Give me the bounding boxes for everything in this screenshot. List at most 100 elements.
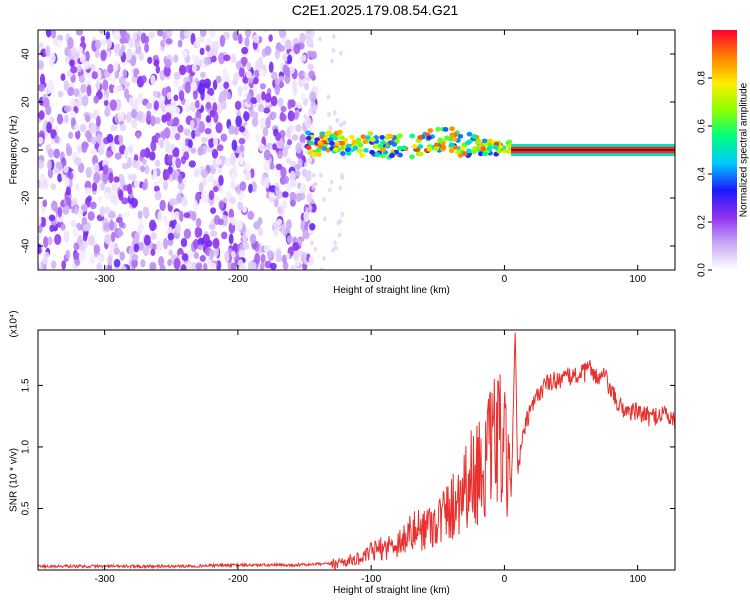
noise-cell — [183, 128, 191, 137]
noise-cell — [304, 259, 308, 265]
noise-cell — [265, 116, 271, 129]
noise-cell — [285, 157, 292, 165]
noise-cell — [304, 75, 308, 81]
noise-cell — [275, 131, 281, 142]
noise-cell — [303, 162, 308, 168]
noise-cell — [47, 81, 56, 94]
noise-cell — [193, 168, 200, 178]
noise-cell — [80, 35, 86, 43]
signal-cell — [310, 152, 317, 158]
noise-cell — [103, 222, 109, 232]
signal-cell — [359, 152, 365, 158]
noise-cell — [249, 233, 257, 244]
noise-cell — [278, 75, 285, 82]
colorbar: 0.0 0.2 0.4 0.6 0.8 Normalized spectral ampli… — [697, 30, 750, 277]
noise-cell — [284, 175, 290, 184]
noise-cell — [74, 258, 81, 267]
noise-cell — [170, 211, 176, 221]
noise-cell — [308, 70, 316, 79]
signal-cell — [486, 146, 493, 152]
noise-cell — [153, 59, 160, 67]
noise-cell — [63, 230, 70, 243]
noise-cell — [43, 236, 49, 249]
noise-cell — [113, 30, 121, 40]
noise-cell — [286, 127, 292, 139]
noise-cell — [171, 169, 177, 181]
signal-cell — [427, 128, 434, 133]
signal-cell — [466, 148, 472, 154]
noise-cell — [191, 63, 197, 73]
noise-cell — [48, 148, 55, 159]
noise-cell — [38, 83, 45, 92]
noise-cell — [133, 243, 140, 253]
noise-cell — [49, 116, 55, 124]
noise-cell — [100, 182, 106, 191]
noise-cell — [286, 139, 293, 146]
noise-cell — [203, 56, 212, 66]
noise-cell — [152, 90, 159, 98]
noise-cell — [231, 250, 236, 259]
noise-cell — [244, 36, 250, 48]
noise-cell — [191, 129, 196, 139]
signal-cell — [466, 131, 473, 137]
noise-cell — [103, 99, 109, 107]
noise-cell — [81, 94, 89, 107]
signal-cell — [340, 151, 346, 156]
noise-cell — [67, 86, 75, 97]
noise-cell — [157, 177, 165, 185]
signal-cell — [506, 139, 513, 145]
noise-cell — [239, 181, 247, 192]
noise-cell — [289, 191, 297, 201]
noise-cell — [173, 94, 179, 102]
colorbar-tick-label: 0.6 — [697, 119, 708, 133]
noise-cell — [148, 151, 156, 161]
noise-cell — [175, 157, 182, 169]
noise-cell — [65, 249, 71, 260]
noise-cell — [239, 144, 245, 153]
signal-cell — [417, 144, 424, 149]
noise-cell — [264, 92, 272, 103]
noise-cell — [258, 143, 265, 152]
noise-cell — [140, 32, 147, 44]
noise-cell — [135, 131, 141, 139]
noise-cell — [71, 46, 77, 57]
noise-cell — [164, 104, 172, 114]
noise-cell — [183, 212, 191, 219]
noise-cell — [128, 37, 134, 49]
noise-cell — [116, 85, 124, 92]
noise-cell — [144, 42, 149, 53]
noise-cell — [137, 110, 143, 122]
noise-cell — [273, 228, 279, 237]
noise-cell — [99, 30, 105, 35]
noise-cell — [94, 162, 100, 175]
noise-cell — [239, 126, 246, 133]
noise-cell — [304, 116, 312, 129]
noise-cell — [68, 131, 74, 140]
noise-cell — [322, 216, 327, 222]
noise-cell — [63, 114, 69, 124]
noise-cell — [154, 190, 162, 201]
noise-cell — [222, 68, 228, 79]
signal-cell — [360, 134, 367, 140]
signal-cell — [363, 147, 369, 153]
noise-cell — [329, 179, 334, 185]
noise-cell — [144, 164, 150, 175]
noise-cell — [75, 129, 81, 140]
noise-cell — [202, 233, 210, 244]
noise-cell — [167, 238, 174, 246]
noise-cell — [326, 94, 331, 100]
snr-line-group — [38, 332, 675, 570]
noise-cell — [279, 129, 286, 138]
noise-cell — [96, 133, 102, 144]
noise-cell — [172, 116, 180, 127]
noise-cell — [79, 124, 87, 133]
noise-cell — [274, 198, 279, 208]
signal-cell — [372, 144, 378, 149]
noise-cell — [338, 50, 343, 56]
noise-cell — [238, 137, 246, 145]
noise-cell — [271, 111, 277, 120]
noise-cell — [38, 243, 42, 254]
noise-cell — [246, 93, 252, 105]
noise-cell — [141, 158, 147, 166]
